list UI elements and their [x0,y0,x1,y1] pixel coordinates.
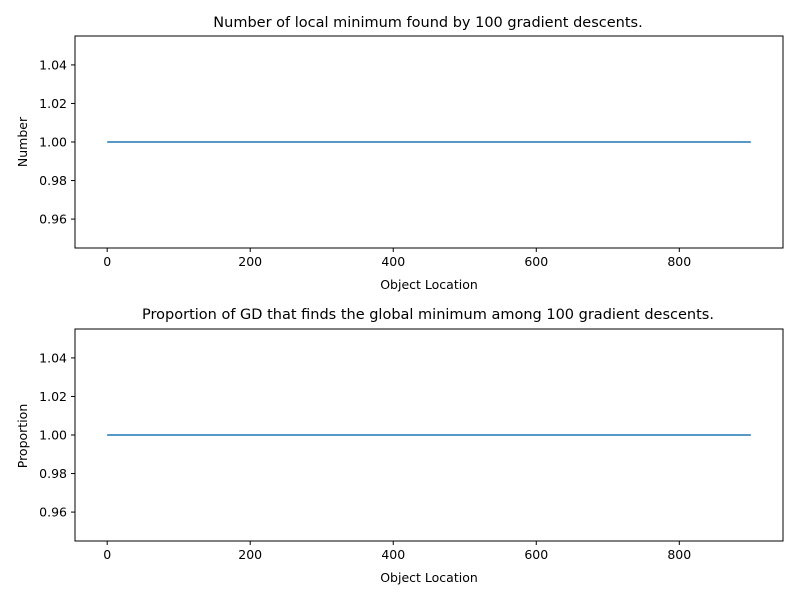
chart-title: Proportion of GD that finds the global m… [142,307,714,323]
y-tick-label: 1.02 [39,96,67,111]
x-tick-label: 400 [381,547,405,562]
y-tick-label: 0.98 [39,173,67,188]
y-axis: 0.96 0.98 1.00 1.02 1.04 [39,350,75,520]
y-tick-label: 0.98 [39,466,67,481]
x-axis-label: Object Location [380,277,478,292]
x-tick-label: 0 [103,254,111,269]
chart-title: Number of local minimum found by 100 gra… [213,15,642,31]
y-tick-label: 0.96 [39,212,67,227]
y-axis: 0.96 0.98 1.00 1.02 1.04 [39,57,75,227]
y-tick-label: 1.04 [39,57,67,72]
y-axis-label: Number [15,116,30,167]
x-axis: 0 200 400 600 800 [103,248,691,269]
x-axis-label: Object Location [380,570,478,585]
y-tick-label: 1.04 [39,350,67,365]
chart-local-minimum-count: Number of local minimum found by 100 gra… [15,15,784,292]
x-tick-label: 0 [103,547,111,562]
x-tick-label: 200 [238,254,262,269]
x-tick-label: 600 [524,254,548,269]
y-tick-label: 1.00 [39,135,67,150]
y-tick-label: 1.00 [39,428,67,443]
x-tick-label: 600 [524,547,548,562]
y-axis-label: Proportion [15,404,30,469]
y-tick-label: 1.02 [39,389,67,404]
x-tick-label: 800 [667,254,691,269]
x-tick-label: 800 [667,547,691,562]
x-tick-label: 200 [238,547,262,562]
x-tick-label: 400 [381,254,405,269]
chart-global-minimum-proportion: Proportion of GD that finds the global m… [15,307,784,585]
x-axis: 0 200 400 600 800 [103,541,691,562]
y-tick-label: 0.96 [39,505,67,520]
